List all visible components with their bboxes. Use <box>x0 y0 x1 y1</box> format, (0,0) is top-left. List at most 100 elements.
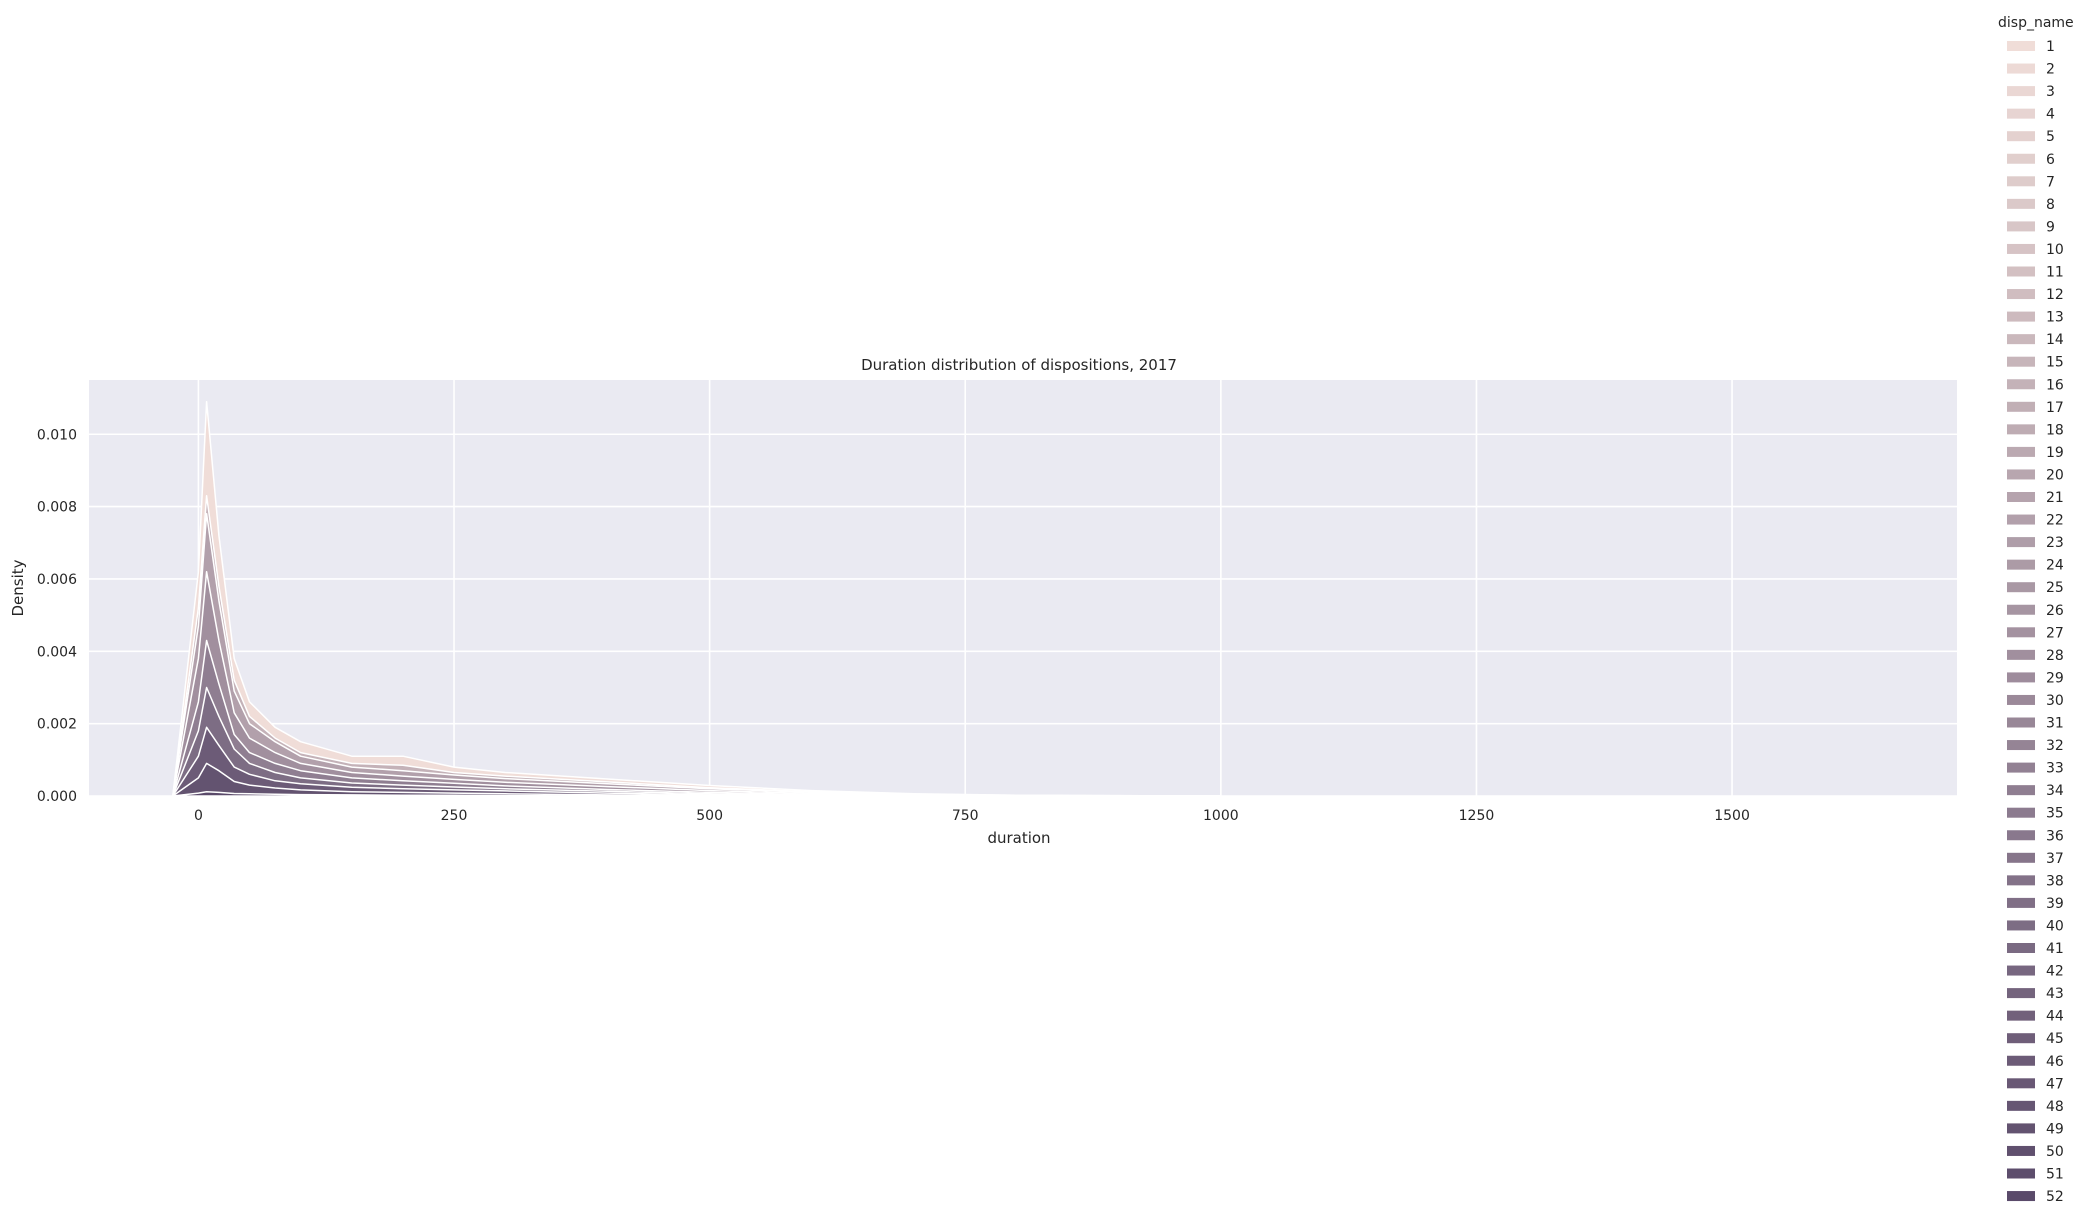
y-tick-label: 0.008 <box>37 500 77 516</box>
legend-label: 52 <box>2046 1189 2064 1205</box>
legend-label: 18 <box>2046 422 2064 438</box>
legend-swatch <box>2007 1100 2035 1111</box>
legend-label: 19 <box>2046 445 2064 461</box>
legend-swatch <box>2007 469 2035 480</box>
legend-label: 4 <box>2046 107 2055 123</box>
legend-label: 20 <box>2046 467 2064 483</box>
legend-swatch <box>2007 943 2035 953</box>
legend-label: 40 <box>2046 918 2064 934</box>
legend-swatch <box>2007 356 2035 367</box>
legend-swatch <box>2007 446 2035 457</box>
grid-lines <box>89 380 1957 797</box>
chart-title: Duration distribution of dispositions, 2… <box>861 356 1177 374</box>
legend-label: 45 <box>2046 1031 2064 1047</box>
legend-swatch <box>2007 852 2035 863</box>
legend-label: 49 <box>2046 1121 2064 1137</box>
legend-label: 33 <box>2046 761 2064 777</box>
legend-label: 2 <box>2046 62 2055 78</box>
y-tick-label: 0.000 <box>37 789 77 805</box>
x-tick-label: 1500 <box>1714 808 1750 824</box>
legend-label: 48 <box>2046 1099 2064 1115</box>
legend-label: 6 <box>2046 152 2055 168</box>
legend-swatch <box>2007 559 2035 570</box>
legend-label: 27 <box>2046 625 2064 641</box>
legend-swatch <box>2007 514 2035 525</box>
legend-label: 42 <box>2046 964 2064 980</box>
legend-swatch <box>2007 604 2035 615</box>
legend-label: 8 <box>2046 197 2055 213</box>
legend-label: 3 <box>2046 84 2055 100</box>
x-tick-label: 1000 <box>1203 808 1239 824</box>
legend-swatch <box>2007 1168 2035 1179</box>
legend-label: 28 <box>2046 648 2064 664</box>
legend-label: 13 <box>2046 310 2064 326</box>
legend-label: 44 <box>2046 1009 2064 1025</box>
legend-swatch <box>2007 108 2035 119</box>
y-tick-label: 0.002 <box>37 717 77 733</box>
x-tick-label: 0 <box>194 808 203 824</box>
x-axis-ticks: 0 250 500 750 1000 1250 1500 <box>194 808 1750 824</box>
x-tick-label: 750 <box>952 808 979 824</box>
legend-swatch <box>2007 266 2035 277</box>
legend-label: 26 <box>2046 603 2064 619</box>
legend-swatch <box>2007 401 2035 412</box>
legend-swatch <box>2007 830 2035 841</box>
legend-swatch <box>2007 1010 2035 1021</box>
legend-entries: 1234567891011121314151617181920212223242… <box>2007 39 2064 1205</box>
legend-label: 24 <box>2046 558 2064 574</box>
legend-swatch <box>2007 176 2035 187</box>
legend-label: 38 <box>2046 873 2064 889</box>
legend-label: 37 <box>2046 851 2064 867</box>
legend-swatch <box>2007 221 2035 232</box>
legend-label: 43 <box>2046 986 2064 1002</box>
legend-label: 46 <box>2046 1054 2064 1070</box>
legend-swatch <box>2007 920 2035 931</box>
legend-swatch <box>2007 153 2035 164</box>
legend-label: 34 <box>2046 783 2064 799</box>
legend-label: 31 <box>2046 716 2064 732</box>
y-axis-label: Density <box>9 559 27 616</box>
legend-swatch <box>2007 379 2035 390</box>
legend-swatch <box>2007 1033 2035 1044</box>
legend-swatch <box>2007 198 2035 209</box>
legend-swatch <box>2007 988 2035 999</box>
legend-swatch <box>2007 965 2035 976</box>
legend-label: 14 <box>2046 332 2064 348</box>
x-tick-label: 250 <box>441 808 468 824</box>
x-axis-label: duration <box>987 829 1050 847</box>
legend-swatch <box>2007 311 2035 322</box>
legend-swatch <box>2007 785 2035 796</box>
legend-swatch <box>2007 63 2035 74</box>
legend-swatch <box>2007 289 2035 300</box>
legend-swatch <box>2007 717 2035 728</box>
legend-swatch <box>2007 334 2035 345</box>
legend-swatch <box>2007 694 2035 705</box>
legend-label: 39 <box>2046 896 2064 912</box>
legend-swatch <box>2007 740 2035 751</box>
legend-swatch <box>2007 131 2035 142</box>
legend-swatch <box>2007 649 2035 660</box>
legend-label: 51 <box>2046 1167 2064 1183</box>
legend-swatch <box>2007 1191 2035 1202</box>
legend-swatch <box>2007 582 2035 593</box>
legend-label: 17 <box>2046 400 2064 416</box>
legend-swatch <box>2007 762 2035 773</box>
legend-label: 5 <box>2046 129 2055 145</box>
stacked-density-areas <box>172 400 1222 797</box>
legend-swatch <box>2007 807 2035 818</box>
legend-label: 29 <box>2046 670 2064 686</box>
legend-swatch <box>2007 41 2035 51</box>
legend-label: 9 <box>2046 219 2055 235</box>
y-tick-label: 0.010 <box>37 427 77 443</box>
legend-label: 21 <box>2046 490 2064 506</box>
legend-swatch <box>2007 1123 2035 1134</box>
legend-swatch <box>2007 492 2035 502</box>
legend-label: 32 <box>2046 738 2064 754</box>
legend-label: 12 <box>2046 287 2064 303</box>
legend-label: 1 <box>2046 39 2055 55</box>
legend-swatch <box>2007 672 2035 683</box>
legend-label: 16 <box>2046 377 2064 393</box>
legend-label: 41 <box>2046 941 2064 957</box>
legend-label: 22 <box>2046 513 2064 529</box>
